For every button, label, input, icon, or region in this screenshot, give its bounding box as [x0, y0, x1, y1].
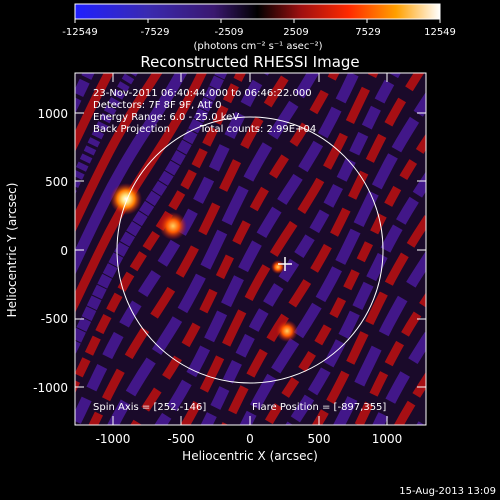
- colorbar-label: (photons cm⁻² s⁻¹ asec⁻²): [193, 41, 322, 52]
- stripe-texture: [333, 250, 426, 425]
- stripe-texture: [200, 73, 401, 425]
- x-axis-label: Heliocentric X (arcsec): [182, 449, 318, 463]
- chart-title: Reconstructed RHESSI Image: [140, 53, 359, 71]
- source-peak-1: [110, 183, 142, 215]
- stripe-texture: [221, 73, 425, 425]
- stripe-texture: [88, 73, 294, 425]
- crosshair-marker: [278, 257, 292, 271]
- stripe-texture: [75, 73, 114, 152]
- source-peak-3: [276, 320, 298, 342]
- y-axis-label: Heliocentric Y (arcsec): [5, 183, 19, 318]
- stripe-texture: [482, 26, 500, 485]
- y-tick-label: 1000: [37, 107, 68, 121]
- colorbar-tick-label: 7529: [355, 27, 380, 38]
- colorbar-tick-label: -7529: [140, 27, 169, 38]
- annotation-energy-range: Energy Range: 6.0 - 25.0 keV: [93, 112, 239, 123]
- stripe-texture: [75, 73, 207, 313]
- stripe-texture: [460, 23, 500, 485]
- colorbar-tick-label: 2509: [283, 27, 308, 38]
- x-tick-label: 1000: [372, 432, 403, 446]
- stripe-texture: [75, 73, 270, 425]
- stripe-texture: [180, 73, 379, 425]
- stripe-texture: [75, 73, 247, 394]
- x-tick-label: -1000: [96, 432, 131, 446]
- plot-area: [75, 14, 500, 485]
- x-axis-ticks: [112, 73, 388, 425]
- stripe-texture: [416, 14, 500, 475]
- source-peak-2: [159, 212, 187, 240]
- stripe-texture: [154, 73, 361, 425]
- y-tick-label: -1000: [33, 381, 68, 395]
- colorbar-tick-label: -2509: [214, 27, 243, 38]
- annotation-spin-axis: Spin Axis = [252,-146]: [93, 402, 206, 413]
- stripe-texture: [239, 91, 426, 425]
- colorbar-ticks: [74, 19, 441, 23]
- source-peak-4: [271, 260, 285, 274]
- stripe-texture: [261, 133, 426, 425]
- solar-limb-circle: [116, 116, 384, 384]
- stripe-texture: [75, 73, 188, 276]
- annotation-method: Back Projection: [93, 124, 170, 135]
- stripe-texture: [285, 171, 426, 425]
- annotation-total-counts: Total counts: 2.99E+04: [199, 124, 316, 135]
- stripe-texture: [438, 18, 500, 481]
- stripe-texture: [107, 73, 320, 425]
- x-tick-label: 500: [308, 432, 331, 446]
- annotation-flare-position: Flare Position = [-897,355]: [252, 402, 386, 413]
- colorbar-tick-label: 12549: [424, 27, 456, 38]
- stripe-texture: [75, 73, 163, 233]
- x-tick-label: -500: [167, 432, 194, 446]
- stripe-texture: [130, 73, 340, 425]
- x-tick-label: 0: [246, 432, 254, 446]
- footer-date: 15-Aug-2013 13:09: [399, 486, 496, 497]
- y-tick-label: 500: [45, 175, 68, 189]
- colorbar: [74, 3, 441, 20]
- annotation-detectors: Detectors: 7F 8F 9F, Att 0: [93, 100, 221, 111]
- annotation-time-range: 23-Nov-2011 06:40:44.000 to 06:46:22.000: [93, 88, 312, 99]
- y-axis-ticks: [75, 112, 426, 388]
- stripe-texture: [372, 330, 426, 425]
- y-tick-label: -500: [41, 312, 68, 326]
- y-tick-label: 0: [60, 244, 68, 258]
- colorbar-tick-label: -12549: [62, 27, 97, 38]
